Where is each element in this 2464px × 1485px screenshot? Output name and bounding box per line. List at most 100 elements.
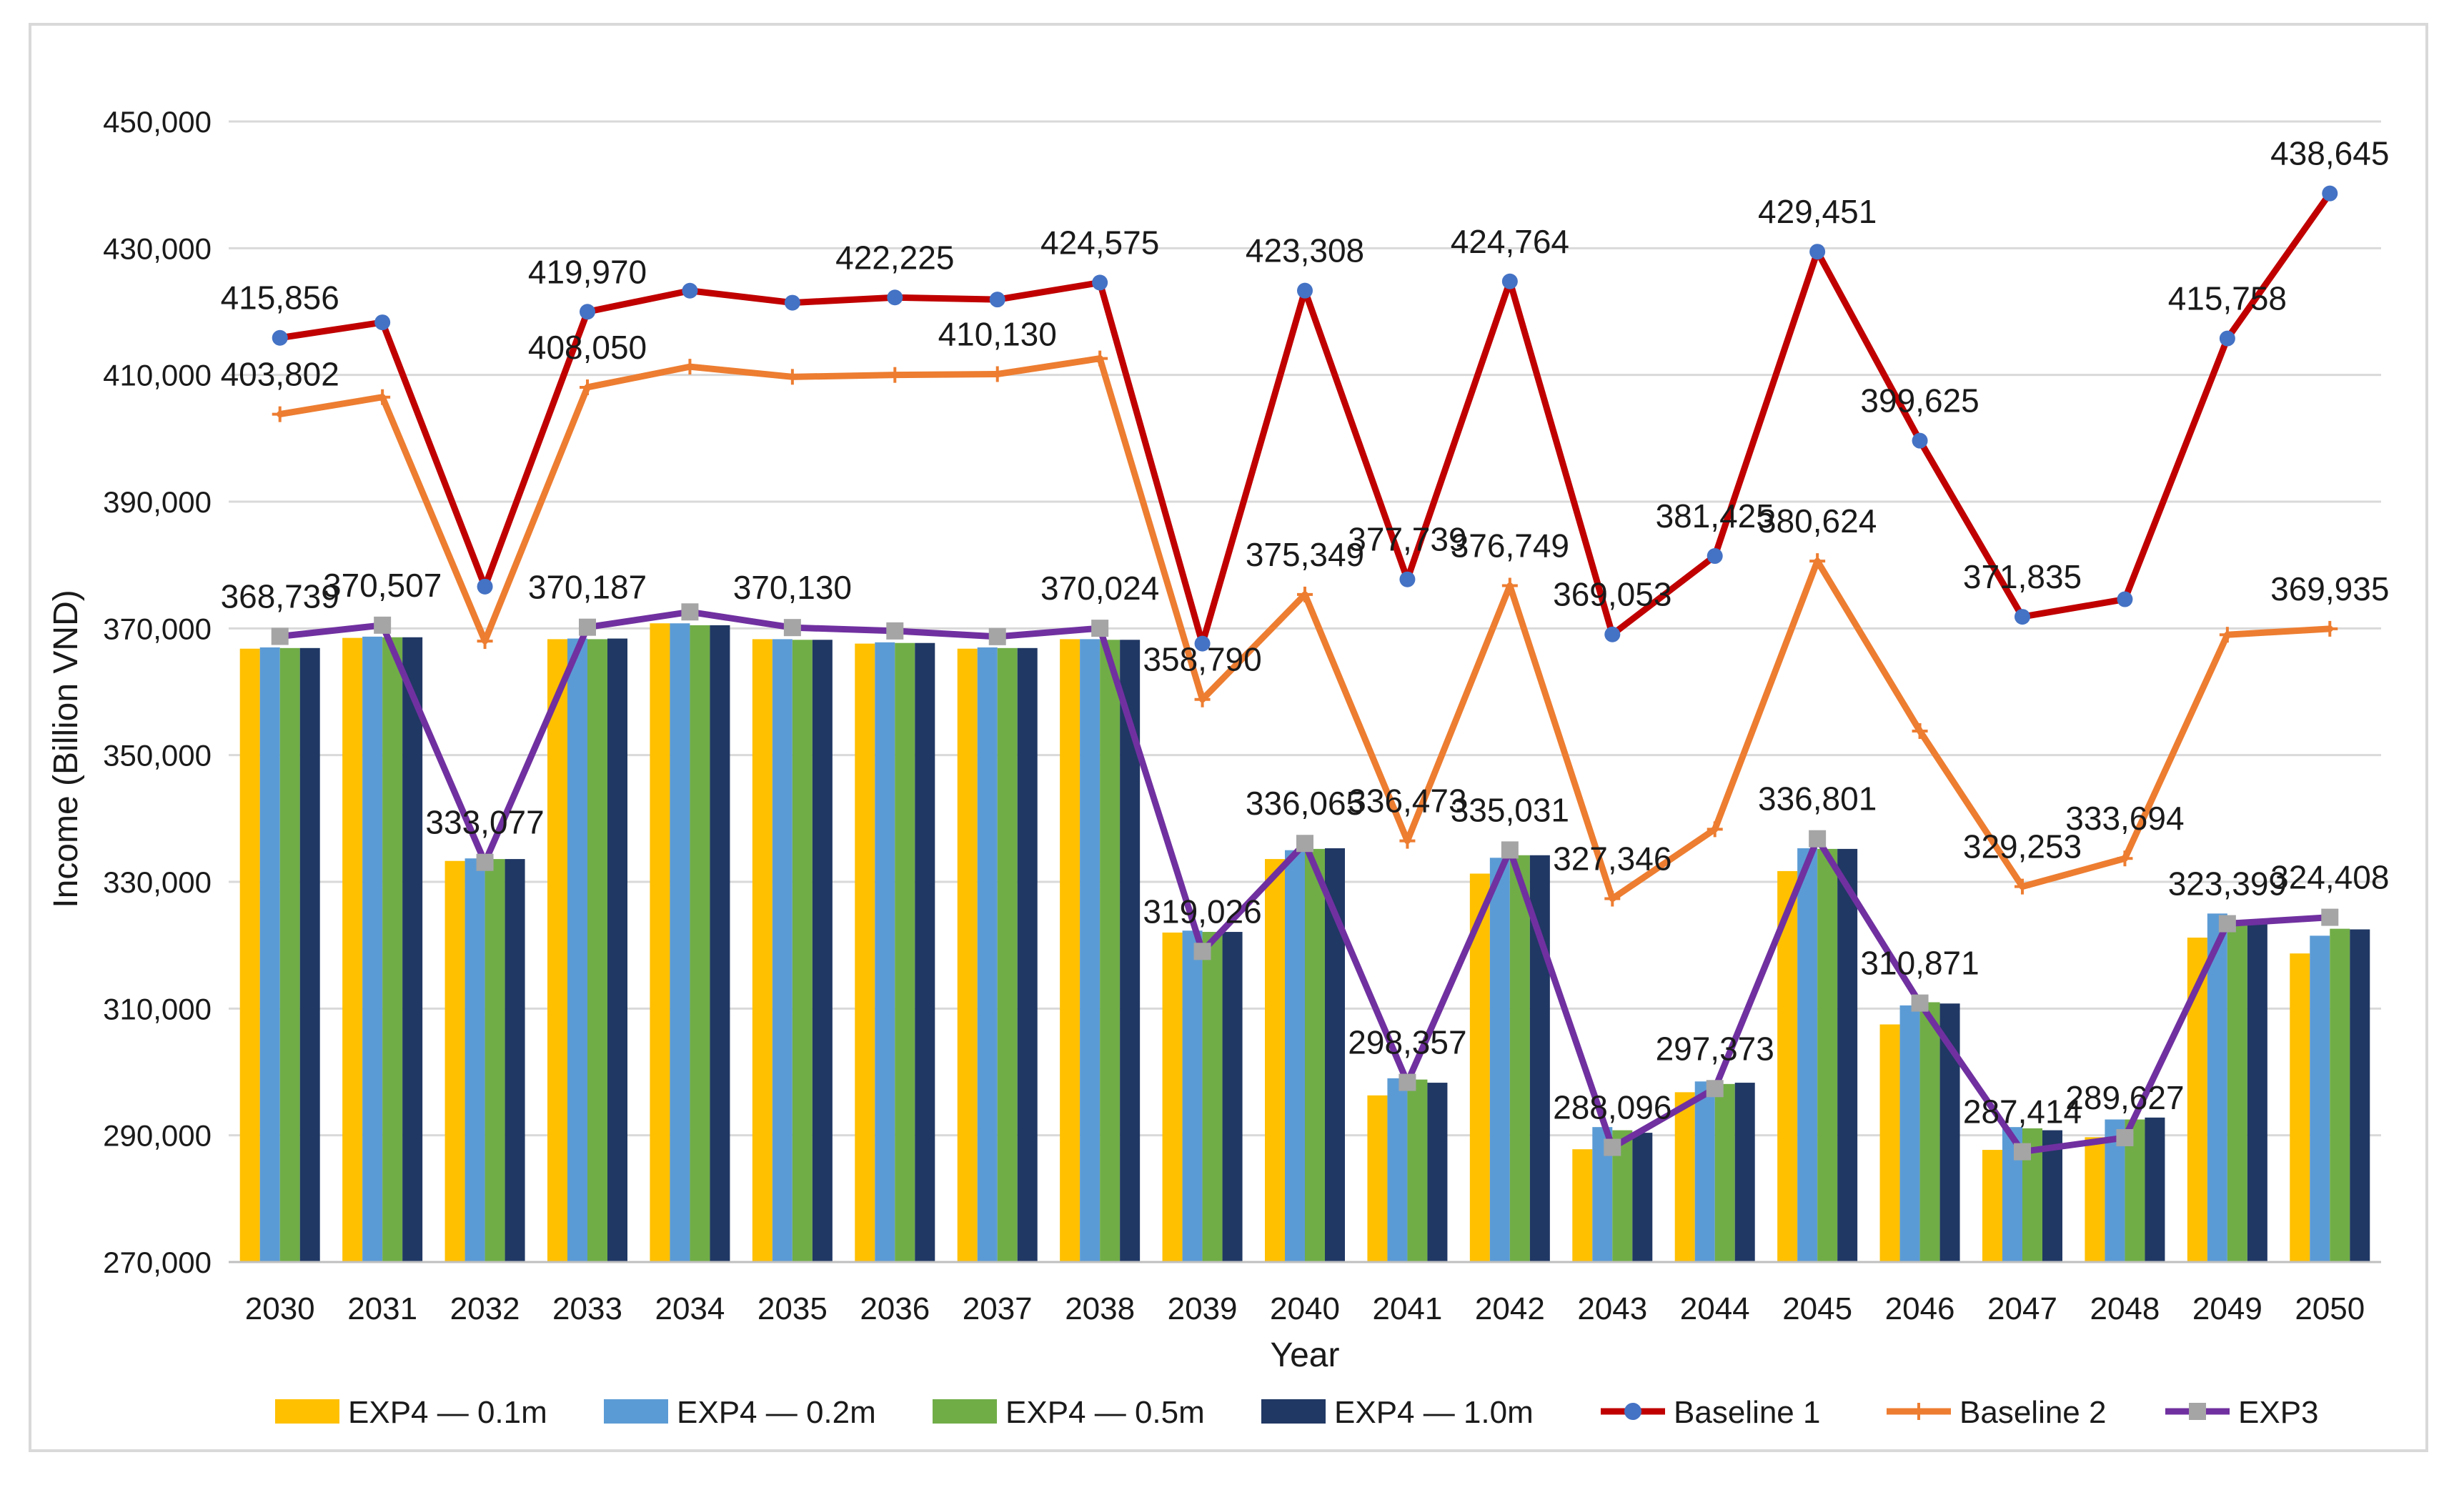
y-tick-label: 270,000 — [103, 1246, 212, 1279]
bar-exp4-0-2m — [1797, 848, 1818, 1262]
legend-label-baseline-2: Baseline 2 — [1959, 1395, 2106, 1430]
legend-label-baseline-1: Baseline 1 — [1674, 1395, 1820, 1430]
marker-baseline-2 — [477, 633, 493, 650]
marker-exp3 — [2116, 1128, 2134, 1146]
x-tick-label: 2044 — [1680, 1291, 1750, 1326]
data-label-exp3: 370,187 — [528, 569, 647, 606]
data-label-exp3: 336,065 — [1246, 785, 1364, 822]
bar-exp4-0-5m — [997, 647, 1018, 1262]
bar-exp4-0-2m — [1080, 639, 1101, 1262]
bar-exp4-0-2m — [1285, 850, 1305, 1262]
data-label-baseline-1: 429,451 — [1758, 193, 1877, 230]
bar-exp4-0-2m — [670, 623, 690, 1262]
data-label-baseline-2: 369,935 — [2270, 570, 2389, 607]
data-label-exp3: 324,408 — [2270, 859, 2389, 896]
bar-exp4-0-2m — [567, 638, 587, 1262]
x-tick-label: 2045 — [1782, 1291, 1852, 1326]
bar-exp4-1-0m — [2247, 920, 2267, 1262]
bar-exp4-0-5m — [1407, 1079, 1428, 1262]
marker-baseline-1 — [1912, 432, 1928, 449]
x-tick-label: 2032 — [450, 1291, 520, 1326]
data-label-baseline-2: 358,790 — [1143, 641, 1261, 678]
bar-exp4-1-0m — [2350, 929, 2370, 1262]
bar-exp4-0-1m — [1162, 932, 1183, 1262]
marker-exp3 — [579, 618, 596, 636]
marker-baseline-2 — [1604, 890, 1621, 907]
marker-baseline-2 — [989, 366, 1005, 382]
y-tick-label: 430,000 — [103, 232, 212, 265]
bar-exp4-1-0m — [1222, 932, 1243, 1262]
bar-exp4-0-2m — [2310, 935, 2330, 1262]
marker-baseline-1 — [989, 292, 1005, 308]
bar-exp4-1-0m — [299, 647, 320, 1262]
legend-label-exp4-1-0m: EXP4 — 1.0m — [1334, 1395, 1534, 1430]
data-label-baseline-2: 403,802 — [221, 356, 339, 393]
marker-baseline-1 — [784, 294, 800, 311]
y-tick-label: 350,000 — [103, 739, 212, 773]
bar-exp4-0-2m — [259, 647, 280, 1262]
marker-exp3 — [1091, 620, 1109, 637]
data-label-exp3: 335,031 — [1451, 791, 1569, 828]
data-label-baseline-2: 375,349 — [1246, 536, 1364, 573]
marker-exp3 — [1501, 841, 1519, 859]
legend-label-exp3: EXP3 — [2238, 1395, 2319, 1430]
bar-exp4-0-2m — [2207, 913, 2227, 1262]
bar-exp4-0-2m — [875, 642, 895, 1262]
marker-baseline-2 — [1501, 577, 1518, 594]
marker-exp3 — [2014, 1143, 2031, 1161]
x-tick-label: 2047 — [1987, 1291, 2057, 1326]
marker-baseline-1 — [1194, 635, 1211, 652]
data-label-baseline-1: 377,739 — [1348, 521, 1466, 558]
marker-baseline-1 — [2015, 609, 2030, 625]
marker-baseline-2 — [374, 389, 391, 405]
bar-exp4-1-0m — [607, 638, 627, 1262]
bar-exp4-1-0m — [1734, 1083, 1755, 1262]
marker-exp3 — [476, 853, 494, 871]
bar-exp4-1-0m — [1017, 647, 1038, 1262]
marker-baseline-1 — [2322, 185, 2338, 202]
bar-exp4-1-0m — [915, 642, 935, 1262]
bar-exp4-0-2m — [1387, 1078, 1408, 1262]
y-tick-label: 330,000 — [103, 865, 212, 899]
marker-baseline-2 — [272, 406, 288, 422]
bar-exp4-0-2m — [1182, 930, 1203, 1262]
bar-exp4-0-5m — [279, 647, 300, 1262]
data-label-baseline-1: 399,625 — [1860, 382, 1979, 419]
marker-exp3 — [783, 619, 801, 637]
data-label-baseline-2: 329,253 — [1963, 828, 2082, 865]
legend-label-exp4-0-1m: EXP4 — 0.1m — [348, 1395, 547, 1430]
marker-exp3 — [1604, 1138, 1621, 1156]
marker-baseline-1 — [374, 314, 391, 331]
data-label-exp3: 319,026 — [1143, 893, 1261, 930]
x-tick-label: 2041 — [1372, 1291, 1442, 1326]
x-tick-label: 2043 — [1577, 1291, 1647, 1326]
bar-exp4-0-2m — [977, 647, 998, 1262]
bar-exp4-0-1m — [1060, 639, 1081, 1262]
marker-exp3 — [1399, 1073, 1416, 1091]
marker-baseline-2 — [2322, 620, 2338, 637]
data-label-baseline-1: 415,758 — [2168, 280, 2287, 317]
data-label-exp3: 368,739 — [221, 578, 339, 615]
bar-exp4-0-5m — [792, 640, 813, 1262]
x-tick-label: 2030 — [245, 1291, 315, 1326]
bar-exp4-0-1m — [1572, 1149, 1593, 1262]
bar-exp4-0-1m — [239, 648, 260, 1262]
bar-exp4-0-5m — [2330, 928, 2350, 1262]
bar-exp4-1-0m — [812, 640, 833, 1262]
marker-exp3 — [1809, 830, 1827, 848]
legend-swatch-exp4-0-1m — [275, 1399, 339, 1424]
x-tick-label: 2036 — [860, 1291, 930, 1326]
bar-exp4-1-0m — [505, 859, 525, 1262]
marker-baseline-2 — [2219, 627, 2235, 643]
x-tick-label: 2038 — [1065, 1291, 1135, 1326]
legend-swatch-exp4-0-5m — [933, 1399, 997, 1424]
bar-exp4-0-5m — [485, 859, 505, 1262]
data-label-baseline-2: 333,694 — [2065, 800, 2184, 837]
marker-baseline-1 — [682, 282, 698, 299]
marker-exp3 — [1911, 994, 1929, 1012]
bar-exp4-0-1m — [1265, 859, 1285, 1262]
y-tick-label: 290,000 — [103, 1119, 212, 1153]
marker-baseline-1 — [477, 578, 493, 595]
data-label-exp3: 288,096 — [1553, 1089, 1671, 1126]
